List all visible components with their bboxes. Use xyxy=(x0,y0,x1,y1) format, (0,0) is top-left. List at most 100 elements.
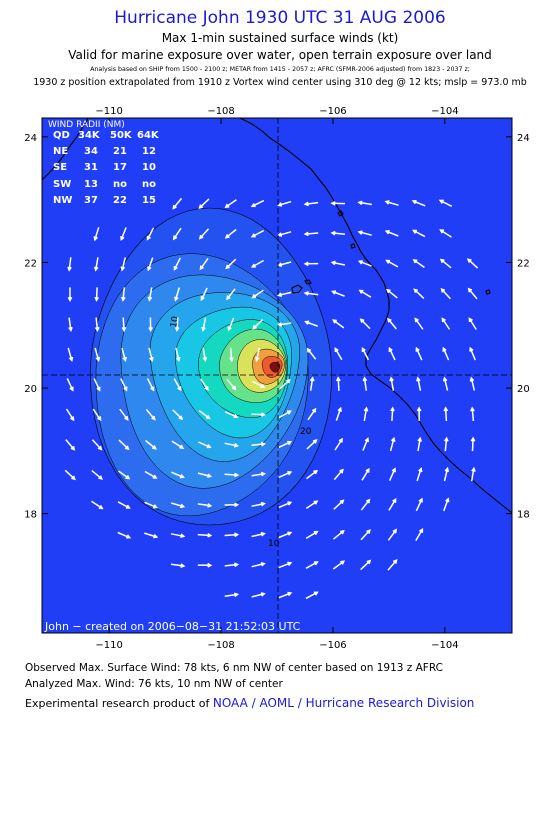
wind-vector xyxy=(277,200,292,207)
wind-vector xyxy=(305,591,319,600)
wind-vector xyxy=(467,287,478,300)
wind-vector xyxy=(148,347,154,363)
observed-max-wind: Observed Max. Surface Wind: 78 kts, 6 nm… xyxy=(25,662,443,674)
wind-vector xyxy=(251,471,266,477)
wind-vector xyxy=(415,497,423,512)
wind-vector xyxy=(91,470,104,480)
wind-vector xyxy=(225,258,237,270)
wind-vector xyxy=(252,318,264,330)
wind-vector xyxy=(226,288,236,301)
lat-tick-label: 20 xyxy=(24,384,37,395)
axis-tick-labels: −110 −110 −108 −108 −106 −106 −104 −104 18 18 20 20… xyxy=(24,106,529,651)
wind-vector xyxy=(413,288,425,299)
wind-vector xyxy=(358,289,372,298)
wind-vector xyxy=(251,380,266,389)
analysis-sources-note: Analysis based on SHIP from 1500 - 2100 … xyxy=(90,66,470,73)
wind-vector xyxy=(174,317,180,333)
wind-vector xyxy=(90,500,104,510)
wind-vector xyxy=(387,317,397,330)
wind-vector xyxy=(443,406,449,421)
wind-vector xyxy=(384,229,399,237)
lat-tick-label: 24 xyxy=(517,133,530,144)
lat-tick-label: 22 xyxy=(24,258,37,269)
wind-vector xyxy=(412,229,426,238)
wind-vector xyxy=(254,347,261,363)
wind-vector xyxy=(146,227,155,241)
wind-vector xyxy=(197,441,212,449)
lat-tick-label: 22 xyxy=(517,258,530,269)
wind-vector xyxy=(303,231,319,237)
coastline xyxy=(42,118,512,514)
wind-vector xyxy=(117,470,131,480)
wind-vector xyxy=(145,409,156,421)
wind-vector xyxy=(278,440,293,448)
wind-vector xyxy=(276,291,292,298)
wind-vector xyxy=(442,376,449,391)
wind-vector xyxy=(224,562,240,568)
wind-vector xyxy=(67,257,72,272)
wind-vector xyxy=(390,406,395,421)
wind-vector xyxy=(360,498,371,511)
wind-vector xyxy=(171,471,185,479)
wind-vector xyxy=(197,503,213,508)
wind-radii-cell: no xyxy=(142,179,156,190)
wind-vector xyxy=(385,259,399,268)
wind-vector xyxy=(197,562,213,568)
wind-radii-cell: 21 xyxy=(113,146,127,157)
wind-vector xyxy=(173,378,182,392)
wind-vector xyxy=(330,260,346,266)
wind-vector xyxy=(336,376,341,391)
wind-vector xyxy=(67,347,74,362)
wind-vector xyxy=(144,470,158,479)
wind-vector xyxy=(173,257,181,271)
wind-vector xyxy=(199,257,209,271)
map-credit: John − created on 2006−08−31 21:52:03 UT… xyxy=(44,620,301,633)
credit-line: Experimental research product of NOAA / … xyxy=(25,696,474,710)
wind-vector xyxy=(147,287,153,302)
wind-vector xyxy=(170,502,186,509)
wind-radii-header: 34K xyxy=(78,130,101,141)
wind-radii-cell: 34 xyxy=(84,146,98,157)
wind-contours xyxy=(90,207,332,526)
wind-vector xyxy=(172,227,182,241)
map-title: Hurricane John 1930 UTC 31 AUG 2006 xyxy=(114,8,446,28)
wind-vector xyxy=(91,439,103,451)
exposure-note: Valid for marine exposure over water, op… xyxy=(68,48,492,62)
lon-tick-label: −108 xyxy=(207,640,234,651)
wind-vector xyxy=(229,347,234,363)
wind-radii-header: QD xyxy=(53,130,70,141)
wind-vector xyxy=(442,346,450,361)
lon-tick-label: −110 xyxy=(95,640,122,651)
wind-radii-cell: NW xyxy=(53,195,72,206)
wind-radii-cell: 31 xyxy=(84,162,98,173)
contour-label: 10 xyxy=(268,539,280,549)
noaa-link[interactable]: NOAA / AOML / Hurricane Research Divisio… xyxy=(212,696,475,710)
wind-vector xyxy=(306,469,319,480)
wind-vector xyxy=(278,531,293,539)
wind-vector xyxy=(362,437,370,451)
position-note: 1930 z position extrapolated from 1910 z… xyxy=(33,77,527,88)
wind-vector xyxy=(470,406,475,421)
wind-vector xyxy=(278,410,292,419)
wind-vector xyxy=(333,499,345,510)
wind-vector xyxy=(389,436,396,452)
wind-vector xyxy=(332,560,346,570)
wind-vector xyxy=(303,201,319,207)
wind-radii-cell: no xyxy=(113,179,127,190)
wind-radii-cell: 10 xyxy=(142,162,156,173)
wind-vector xyxy=(470,436,476,452)
wind-vector xyxy=(359,318,371,330)
wind-vector xyxy=(333,468,344,481)
wind-vector xyxy=(224,228,237,239)
wind-vector xyxy=(120,257,127,272)
wind-vector xyxy=(121,317,127,333)
wind-vector xyxy=(362,376,368,391)
contour-labels: 10 20 10 xyxy=(169,315,312,549)
wind-vector xyxy=(306,347,317,360)
islas-marias xyxy=(291,279,312,294)
wind-vector xyxy=(145,439,157,450)
wind-vector xyxy=(118,439,130,451)
wind-vector xyxy=(330,230,346,236)
wind-vector xyxy=(226,378,237,391)
wind-vector xyxy=(303,261,319,267)
